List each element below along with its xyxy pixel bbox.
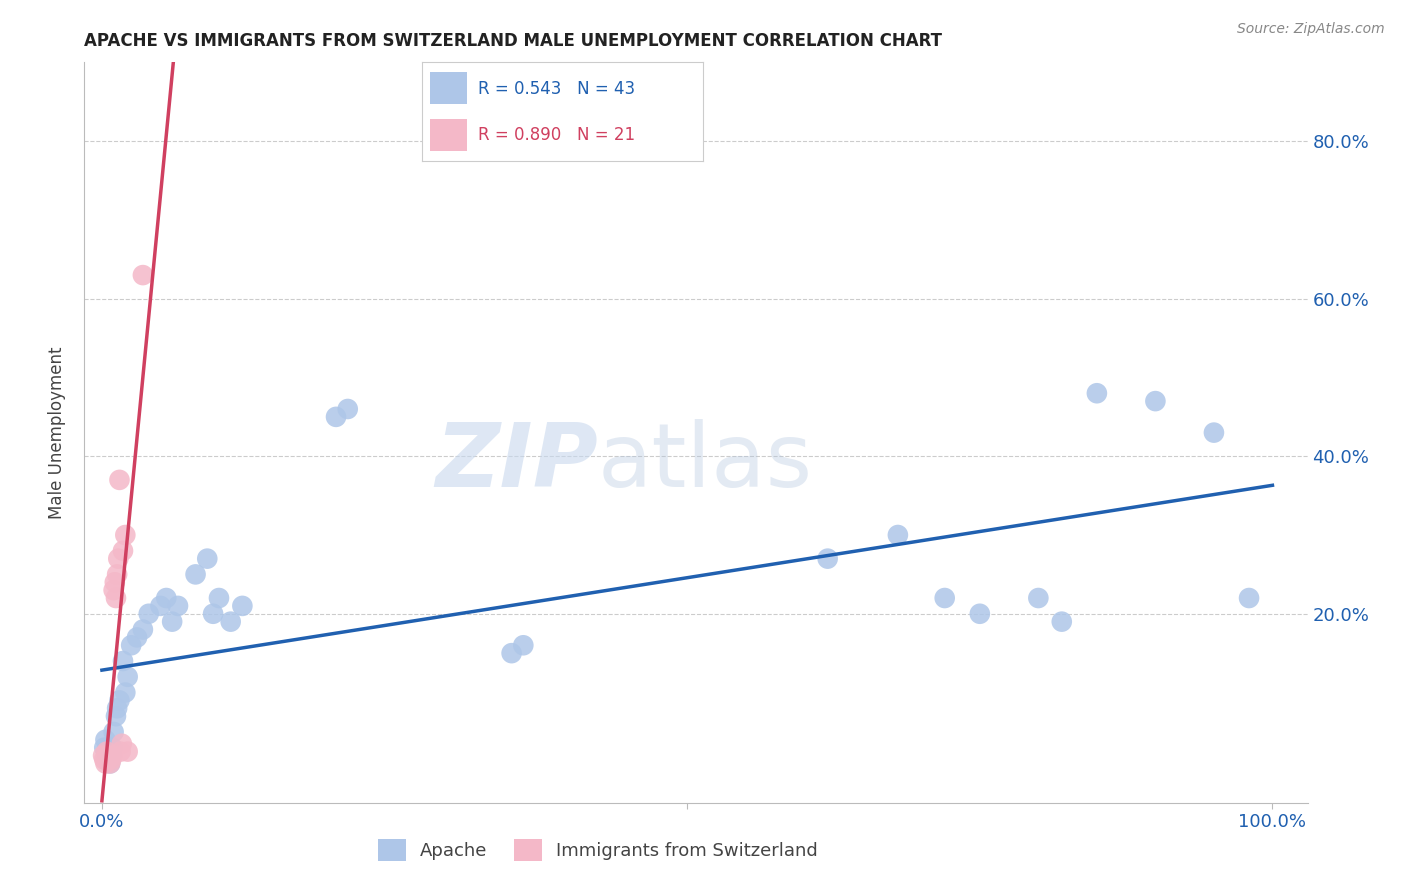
Point bbox=[111, 654, 134, 668]
Point bbox=[969, 607, 991, 621]
Point bbox=[231, 599, 253, 613]
Point bbox=[110, 745, 132, 759]
Point bbox=[98, 756, 121, 771]
Text: R = 0.890   N = 21: R = 0.890 N = 21 bbox=[478, 126, 636, 144]
Point bbox=[117, 670, 139, 684]
Text: R = 0.543   N = 43: R = 0.543 N = 43 bbox=[478, 80, 636, 98]
Point bbox=[97, 748, 120, 763]
Point bbox=[111, 543, 134, 558]
Point bbox=[94, 756, 117, 771]
Point bbox=[101, 748, 124, 763]
Point bbox=[98, 756, 121, 771]
Point bbox=[138, 607, 160, 621]
Point bbox=[184, 567, 207, 582]
Point bbox=[93, 752, 115, 766]
Point bbox=[195, 551, 218, 566]
Point bbox=[817, 551, 839, 566]
Point bbox=[100, 748, 122, 763]
Point bbox=[96, 745, 118, 759]
Point bbox=[1202, 425, 1225, 440]
Point bbox=[100, 752, 122, 766]
Point bbox=[160, 615, 183, 629]
Bar bbox=[430, 120, 467, 151]
Point bbox=[167, 599, 190, 613]
Point bbox=[111, 737, 134, 751]
Point bbox=[97, 748, 120, 763]
Point bbox=[132, 623, 155, 637]
Y-axis label: Male Unemployment: Male Unemployment bbox=[48, 346, 66, 519]
Point bbox=[1237, 591, 1260, 605]
Point bbox=[202, 607, 225, 621]
Point bbox=[108, 693, 131, 707]
Point bbox=[104, 575, 127, 590]
Text: Source: ZipAtlas.com: Source: ZipAtlas.com bbox=[1237, 22, 1385, 37]
Text: atlas: atlas bbox=[598, 418, 813, 506]
Point bbox=[1085, 386, 1108, 401]
Point bbox=[149, 599, 172, 613]
Point bbox=[108, 473, 131, 487]
Point bbox=[512, 638, 534, 652]
Text: ZIP: ZIP bbox=[436, 418, 598, 506]
Point bbox=[97, 752, 120, 766]
Point bbox=[104, 709, 127, 723]
Bar bbox=[430, 72, 467, 103]
Point bbox=[114, 685, 136, 699]
Point bbox=[208, 591, 231, 605]
Point bbox=[93, 740, 115, 755]
Point bbox=[101, 740, 124, 755]
Point bbox=[91, 748, 114, 763]
Point bbox=[96, 745, 118, 759]
Point bbox=[887, 528, 910, 542]
Point bbox=[934, 591, 956, 605]
Point bbox=[103, 583, 125, 598]
Point bbox=[104, 591, 127, 605]
Point bbox=[501, 646, 523, 660]
Point bbox=[105, 701, 128, 715]
Point bbox=[97, 752, 120, 766]
Point bbox=[1050, 615, 1073, 629]
Point bbox=[105, 567, 128, 582]
Point bbox=[336, 402, 359, 417]
Legend: Apache, Immigrants from Switzerland: Apache, Immigrants from Switzerland bbox=[371, 831, 825, 868]
Point bbox=[1144, 394, 1167, 409]
Point bbox=[107, 551, 129, 566]
Point bbox=[155, 591, 177, 605]
Point bbox=[94, 732, 117, 747]
Point bbox=[117, 745, 139, 759]
Point bbox=[103, 725, 125, 739]
Point bbox=[1028, 591, 1050, 605]
Point bbox=[219, 615, 242, 629]
Text: APACHE VS IMMIGRANTS FROM SWITZERLAND MALE UNEMPLOYMENT CORRELATION CHART: APACHE VS IMMIGRANTS FROM SWITZERLAND MA… bbox=[84, 32, 942, 50]
Point bbox=[114, 528, 136, 542]
Point bbox=[125, 631, 148, 645]
Point bbox=[132, 268, 155, 282]
Point bbox=[120, 638, 142, 652]
Point bbox=[325, 409, 347, 424]
